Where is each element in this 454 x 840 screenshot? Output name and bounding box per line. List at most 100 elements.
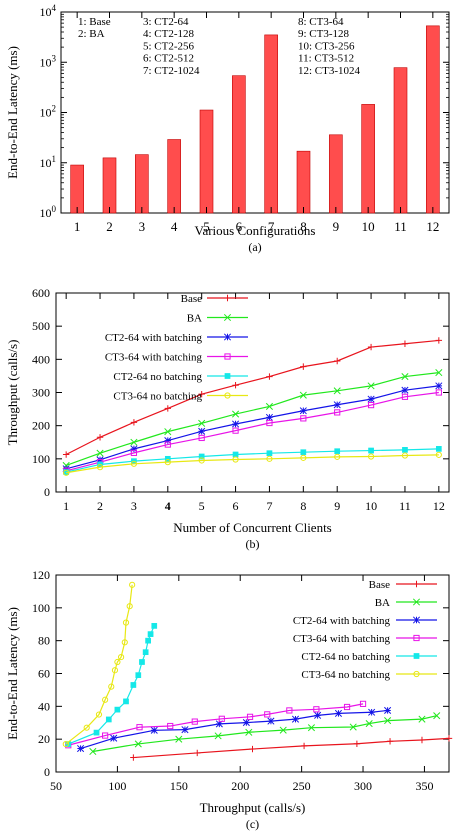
data-point	[314, 711, 322, 719]
series-ba	[89, 712, 441, 756]
data-point	[402, 447, 408, 453]
series-line	[66, 448, 439, 473]
y-tick-label: 300	[32, 386, 50, 400]
legend-entry: 10: CT3-256	[298, 40, 355, 52]
legend-marker	[224, 392, 231, 399]
legend-marker	[412, 616, 421, 624]
series-ct3-64-with-batching	[63, 389, 442, 474]
series-ct2-64-no-batching	[65, 623, 158, 747]
y-tick-label: 101	[40, 154, 57, 170]
y-tick-label: 0	[44, 485, 50, 499]
data-point	[334, 453, 341, 460]
y-axis-label: Throughput (calls/s)	[5, 340, 20, 446]
series-ct3-64-with-batching	[65, 700, 367, 749]
x-tick-label: 12	[426, 219, 439, 234]
bar	[102, 157, 117, 214]
x-tick-label: 350	[415, 779, 433, 793]
data-point	[167, 722, 174, 730]
y-axis-label: End-to-End Latency (ms)	[5, 46, 20, 179]
legend-entry: 1: Base	[78, 16, 111, 28]
x-tick-label: 6	[236, 219, 243, 234]
data-point	[386, 738, 394, 745]
y-tick-label: 80	[38, 634, 50, 648]
data-point	[300, 363, 307, 370]
x-tick-label: 12	[433, 499, 445, 513]
data-point	[365, 720, 373, 728]
data-point	[164, 459, 171, 466]
data-point	[130, 682, 137, 688]
legend-label: CT2-64 no batching	[113, 371, 202, 383]
x-tick-label: 2	[97, 499, 103, 513]
series-line	[80, 709, 388, 750]
data-point	[333, 401, 341, 409]
series-line	[65, 339, 439, 456]
bar	[135, 154, 149, 214]
data-point	[418, 715, 426, 723]
x-tick-label: 6	[233, 499, 239, 513]
legend-entry: 3: CT2-64	[143, 16, 189, 28]
data-point	[130, 754, 137, 761]
data-point	[122, 619, 130, 626]
data-point	[445, 735, 453, 742]
legend-entry: 6: CT2-512	[143, 53, 194, 65]
data-point	[299, 407, 307, 415]
bar	[264, 34, 278, 214]
series-ba	[62, 369, 443, 470]
x-tick-label: 11	[394, 219, 407, 234]
series-ct2-64-no-batching	[63, 446, 442, 475]
x-tick-label: 9	[333, 219, 340, 234]
data-point	[279, 726, 287, 734]
x-tick-label: 10	[362, 219, 375, 234]
data-point	[264, 711, 271, 718]
series-base	[130, 735, 453, 761]
data-point	[265, 402, 273, 410]
y-tick-label: 120	[32, 568, 50, 582]
data-point	[232, 420, 240, 428]
data-point	[300, 415, 307, 422]
series-ct3-64-no-batching	[62, 581, 136, 748]
series-line	[65, 372, 439, 467]
legend-label: CT3-64 no batching	[113, 391, 202, 403]
data-point	[246, 713, 254, 720]
x-tick-label: 10	[365, 499, 377, 513]
data-point	[145, 637, 151, 644]
x-tick-label: 9	[334, 499, 340, 513]
x-tick-label: 4	[171, 219, 178, 234]
data-point	[114, 706, 121, 713]
caption: (b)	[246, 537, 260, 551]
data-point	[313, 706, 320, 713]
data-point	[130, 449, 138, 456]
legend-marker	[223, 313, 232, 322]
legend-marker	[413, 653, 420, 659]
x-tick-label: 3	[131, 499, 137, 513]
plot-frame	[60, 11, 450, 214]
data-point	[121, 639, 128, 646]
data-point	[108, 683, 115, 690]
legend: Base BA CT2-64 with batching CT3-64 with ba…	[293, 579, 437, 681]
data-point	[291, 715, 300, 723]
data-point	[249, 745, 256, 753]
data-point	[435, 337, 443, 344]
data-point	[142, 649, 149, 656]
legend: Base BA CT2-64 with batching CT3-64 with ba…	[105, 293, 248, 403]
data-point	[126, 603, 133, 610]
data-point	[333, 387, 341, 395]
data-point	[266, 450, 273, 457]
data-point	[135, 672, 142, 678]
data-point	[111, 667, 119, 674]
legend-label: BA	[375, 597, 390, 609]
data-point	[198, 390, 205, 398]
bar	[329, 134, 343, 214]
data-point	[343, 703, 351, 711]
data-point	[102, 732, 109, 739]
legend-entry: 2: BA	[78, 28, 105, 40]
data-point	[93, 729, 100, 736]
data-point	[130, 460, 138, 467]
y-tick-label: 0	[44, 765, 50, 779]
data-point	[267, 717, 275, 725]
bar	[361, 104, 375, 214]
legend-marker	[413, 580, 420, 588]
data-point	[129, 581, 136, 588]
legend-entry: 7: CT2-1024	[143, 65, 200, 77]
legend-label: Base	[369, 579, 391, 591]
